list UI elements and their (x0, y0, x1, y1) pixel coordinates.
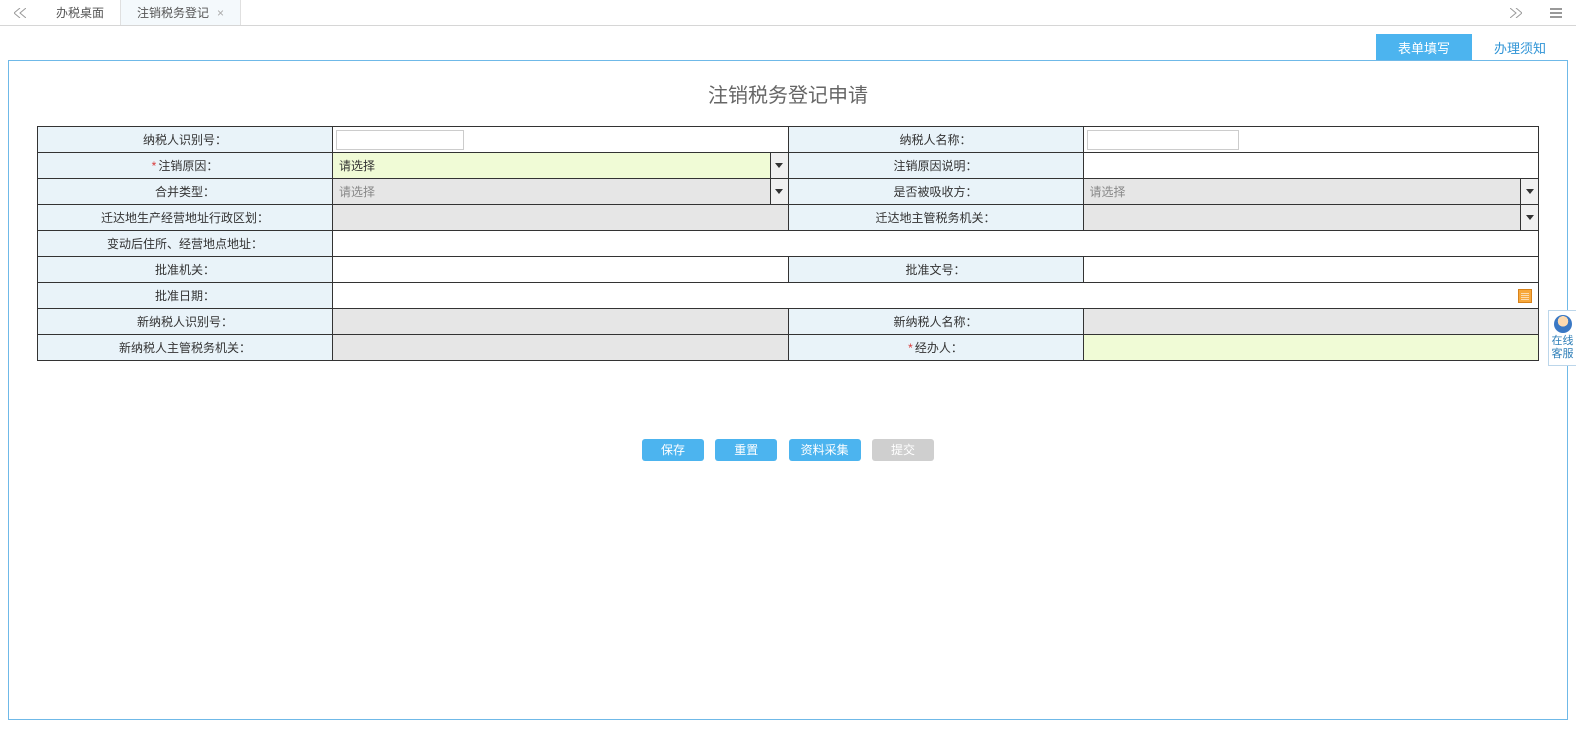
sub-tab-row: 表单填写 办理须知 (8, 34, 1568, 60)
tab-label: 注销税务登记 (137, 4, 209, 21)
submit-button: 提交 (872, 439, 934, 461)
taxpayer-id-input[interactable] (336, 130, 464, 150)
subtab-label: 办理须知 (1494, 38, 1546, 57)
label-taxpayer-id: 纳税人识别号： (38, 127, 333, 153)
subtab-form-fill[interactable]: 表单填写 (1376, 34, 1472, 60)
chevron-down-icon[interactable] (1520, 179, 1538, 204)
chevron-down-icon[interactable] (770, 153, 788, 178)
cell-taxpayer-id (333, 127, 789, 153)
label-new-tax-authority: 新纳税人主管税务机关： (38, 335, 333, 361)
button-row: 保存 重置 资料采集 提交 (37, 439, 1539, 461)
approve-doc-no-input[interactable] (1083, 257, 1539, 283)
label-dest-tax-authority: 迁达地主管税务机关： (788, 205, 1083, 231)
new-taxpayer-id-input (333, 309, 789, 335)
collect-button[interactable]: 资料采集 (789, 439, 861, 461)
tabs-menu-icon[interactable] (1536, 0, 1576, 25)
handler-input[interactable] (1083, 335, 1539, 361)
changed-address-input[interactable] (333, 231, 1539, 257)
label-approve-authority: 批准机关： (38, 257, 333, 283)
absorbed-select[interactable]: 请选择 (1084, 179, 1539, 204)
label-cancel-reason-desc: 注销原因说明： (788, 153, 1083, 179)
select-placeholder: 请选择 (333, 179, 770, 204)
chevron-down-icon[interactable] (1520, 205, 1538, 230)
label-cancel-reason: *注销原因： (38, 153, 333, 179)
tabs-scroll-left-icon[interactable] (0, 0, 40, 25)
required-star-icon: * (152, 159, 157, 173)
label-new-taxpayer-id: 新纳税人识别号： (38, 309, 333, 335)
label-approve-date: 批准日期： (38, 283, 333, 309)
label-new-taxpayer-name: 新纳税人名称： (788, 309, 1083, 335)
close-icon[interactable]: × (217, 6, 224, 20)
label-approve-doc-no: 批准文号： (788, 257, 1083, 283)
cancel-reason-select[interactable]: 请选择 (333, 153, 788, 178)
form-table: 纳税人识别号： 纳税人名称： *注销原因： 请选择 (37, 126, 1539, 361)
page-title: 注销税务登记申请 (37, 61, 1539, 126)
chevron-down-icon[interactable] (770, 179, 788, 204)
cell-taxpayer-name (1083, 127, 1539, 153)
dest-tax-authority-select[interactable] (1084, 205, 1539, 230)
tab-cancel-tax-registration[interactable]: 注销税务登记 × (121, 0, 241, 25)
select-placeholder: 请选择 (1084, 179, 1521, 204)
approve-authority-input[interactable] (333, 257, 789, 283)
reset-button[interactable]: 重置 (715, 439, 777, 461)
tab-label: 办税桌面 (56, 4, 104, 21)
tab-bar: 办税桌面 注销税务登记 × (0, 0, 1576, 26)
cancel-reason-desc-input[interactable] (1083, 153, 1539, 179)
new-tax-authority-input (333, 335, 789, 361)
dest-addr-admin-input (333, 205, 789, 231)
label-merge-type: 合并类型： (38, 179, 333, 205)
label-dest-addr-admin: 迁达地生产经营地址行政区划： (38, 205, 333, 231)
tabs-scroll-right-icon[interactable] (1496, 0, 1536, 25)
merge-type-select[interactable]: 请选择 (333, 179, 788, 204)
subtab-notice[interactable]: 办理须知 (1472, 34, 1568, 60)
label-handler: *经办人： (788, 335, 1083, 361)
cell-merge-type: 请选择 (333, 179, 789, 205)
approve-date-input[interactable] (333, 283, 1539, 309)
cell-absorbed: 请选择 (1083, 179, 1539, 205)
new-taxpayer-name-input (1083, 309, 1539, 335)
cell-cancel-reason: 请选择 (333, 153, 789, 179)
cell-dest-tax-authority (1083, 205, 1539, 231)
form-panel: 注销税务登记申请 纳税人识别号： 纳税人名称： *注销原因： (8, 60, 1568, 720)
save-button[interactable]: 保存 (642, 439, 704, 461)
label-changed-address: 变动后住所、经营地点地址： (38, 231, 333, 257)
select-value: 请选择 (333, 153, 770, 178)
subtab-label: 表单填写 (1398, 38, 1450, 57)
calendar-icon[interactable] (1518, 289, 1532, 303)
required-star-icon: * (908, 341, 913, 355)
online-support-button[interactable]: 在线客服 (1548, 310, 1576, 366)
support-avatar-icon (1554, 315, 1572, 333)
select-value (1084, 205, 1521, 230)
taxpayer-name-input[interactable] (1087, 130, 1239, 150)
support-label: 在线客服 (1549, 335, 1576, 361)
label-absorbed: 是否被吸收方： (788, 179, 1083, 205)
label-taxpayer-name: 纳税人名称： (788, 127, 1083, 153)
tab-desktop[interactable]: 办税桌面 (40, 0, 121, 25)
